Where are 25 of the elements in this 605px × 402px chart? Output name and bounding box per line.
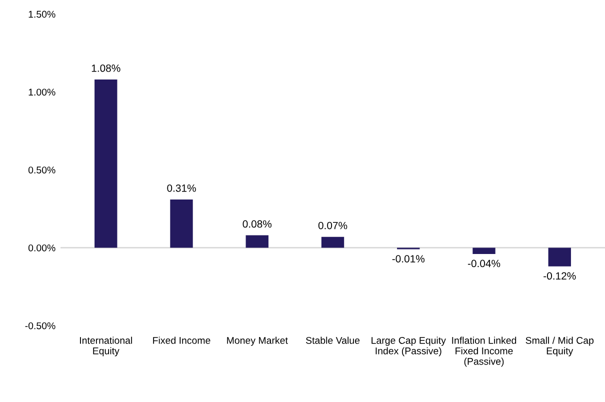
x-tick-label: Money Market: [227, 336, 288, 346]
y-tick-label: 1.00%: [28, 88, 56, 96]
data-label: 0.31%: [167, 184, 196, 192]
x-tick-label: Small / Mid Cap Equity: [526, 336, 594, 356]
data-label: -0.01%: [392, 255, 425, 262]
bar: [94, 79, 118, 248]
x-tick-label: Stable Value: [306, 336, 360, 344]
bar: [472, 248, 496, 254]
bar: [321, 236, 344, 248]
bar: [170, 199, 193, 248]
x-tick-label: Inflation Linked Fixed Income (Passive): [452, 336, 516, 367]
y-tick-label: 0.50%: [28, 166, 56, 174]
data-label: -0.04%: [468, 260, 500, 268]
data-label: 1.08%: [92, 64, 120, 72]
y-tick-label: 0.00%: [28, 244, 56, 252]
bar: [548, 248, 571, 266]
x-tick-label: Large Cap Equity Index (Passive): [372, 336, 446, 356]
y-tick-label: 1.50%: [28, 10, 56, 18]
x-tick-label: International Equity: [80, 336, 132, 356]
bar: [246, 235, 268, 248]
x-tick-label: Fixed Income: [153, 336, 210, 344]
data-label: 0.07%: [318, 222, 348, 230]
data-label: -0.12%: [544, 272, 576, 280]
y-tick-label: -0.50%: [25, 322, 56, 330]
data-label: 0.08%: [242, 220, 272, 228]
